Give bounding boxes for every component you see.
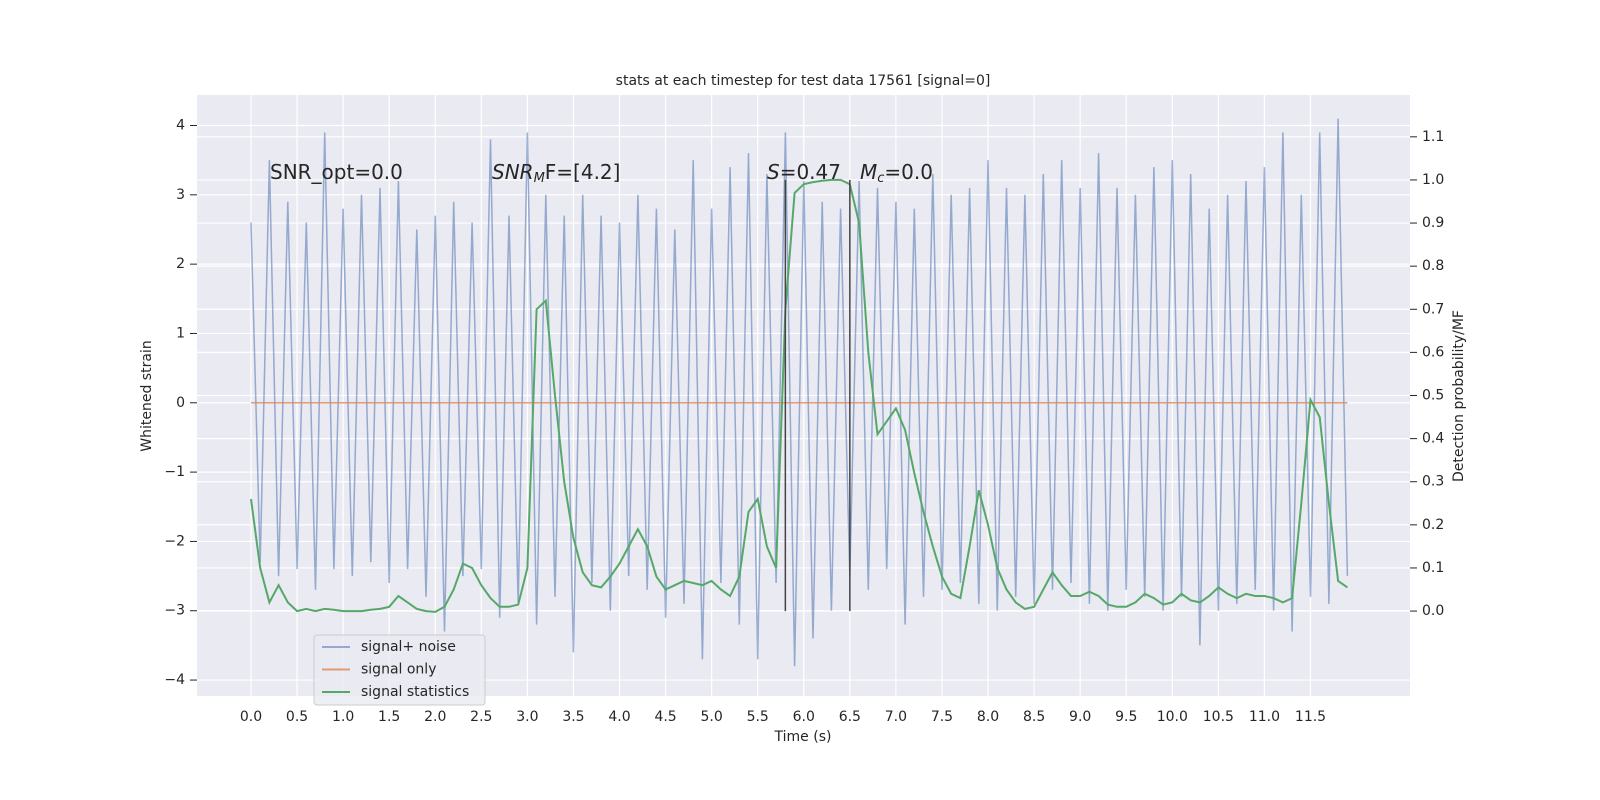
y-tick-label: −4 xyxy=(164,672,185,688)
x-tick-label: 5.0 xyxy=(701,709,723,725)
y-tick-label: 1 xyxy=(176,325,185,341)
y2-tick-label: 0.8 xyxy=(1422,258,1444,274)
y2-tick-label: 0.2 xyxy=(1422,517,1444,533)
annotation-part: M xyxy=(860,160,877,184)
legend: signal+ noise signal only signal statistic… xyxy=(313,634,486,706)
x-tick-label: 6.5 xyxy=(839,709,861,725)
x-tick-label: 8.0 xyxy=(977,709,999,725)
x-tick-label: 9.0 xyxy=(1069,709,1091,725)
legend-label: signal statistics xyxy=(361,684,469,700)
y2-tick-label: 1.1 xyxy=(1422,129,1444,145)
x-tick-label: 11.0 xyxy=(1249,709,1280,725)
annotation-part: F=[4.2] xyxy=(545,160,621,184)
x-tick-label: 0.5 xyxy=(286,709,308,725)
x-tick-label: 6.0 xyxy=(793,709,815,725)
y2-tick-label: 0.1 xyxy=(1422,560,1444,576)
x-tick-label: 11.5 xyxy=(1295,709,1326,725)
annotation-part: =0.47 xyxy=(780,160,841,184)
y2-axis-label: Detection probability/MF xyxy=(1451,310,1467,482)
x-tick-label: 3.0 xyxy=(516,709,538,725)
series-line xyxy=(250,118,1349,667)
y-tick-label: 0 xyxy=(176,395,185,411)
x-tick-label: 4.5 xyxy=(654,709,676,725)
y2-tick-label: 0.5 xyxy=(1422,388,1444,404)
annotation-part: SNR_opt=0.0 xyxy=(270,160,403,184)
x-tick-label: 2.0 xyxy=(424,709,446,725)
y2-tick-label: 0.6 xyxy=(1422,344,1444,360)
annotation-part: c xyxy=(877,171,884,186)
y-tick-label: 2 xyxy=(176,256,185,272)
y2-tick-label: 0.4 xyxy=(1422,431,1444,447)
x-axis-label: Time (s) xyxy=(774,729,832,745)
x-tick-label: 5.5 xyxy=(747,709,769,725)
x-tick-label: 4.0 xyxy=(608,709,630,725)
y-axis-label: Whitened strain xyxy=(139,340,155,451)
y-tick-label: −2 xyxy=(164,533,185,549)
legend-label: signal only xyxy=(361,662,436,678)
x-tick-label: 10.5 xyxy=(1203,709,1234,725)
annotation-part: =0.0 xyxy=(884,160,933,184)
x-tick-label: 7.5 xyxy=(931,709,953,725)
annotation: SNRMF=[4.2] xyxy=(492,160,620,186)
annotation-part: S xyxy=(767,160,780,184)
y-tick-label: −3 xyxy=(164,603,185,619)
x-tick-label: 1.5 xyxy=(378,709,400,725)
x-tick-label: 2.5 xyxy=(470,709,492,725)
x-tick-label: 7.0 xyxy=(885,709,907,725)
x-tick-label: 10.0 xyxy=(1157,709,1188,725)
legend-box xyxy=(313,634,486,706)
y2-tick-label: 1.0 xyxy=(1422,172,1444,188)
x-tick-label: 8.5 xyxy=(1023,709,1045,725)
y-tick-label: −1 xyxy=(164,464,185,480)
x-tick-label: 3.5 xyxy=(562,709,584,725)
annotation: S=0.47 xyxy=(767,160,841,184)
annotation: Mc=0.0 xyxy=(860,160,933,186)
y-tick-label: 4 xyxy=(176,118,185,134)
annotation: SNR_opt=0.0 xyxy=(270,160,403,184)
series-line xyxy=(250,178,1348,613)
y2-tick-label: 0.7 xyxy=(1422,301,1444,317)
x-tick-label: 9.5 xyxy=(1115,709,1137,725)
y2-tick-label: 0.3 xyxy=(1422,474,1444,490)
legend-label: signal+ noise xyxy=(361,639,456,655)
chart-title: stats at each timestep for test data 175… xyxy=(616,73,991,89)
y2-tick-label: 0.9 xyxy=(1422,215,1444,231)
x-tick-label: 1.0 xyxy=(332,709,354,725)
y-tick-label: 3 xyxy=(176,187,185,203)
x-tick-label: 0.0 xyxy=(240,709,262,725)
annotation-part: M xyxy=(534,171,545,186)
annotation-part: SNR xyxy=(492,160,534,184)
y2-tick-label: 0.0 xyxy=(1422,603,1444,619)
